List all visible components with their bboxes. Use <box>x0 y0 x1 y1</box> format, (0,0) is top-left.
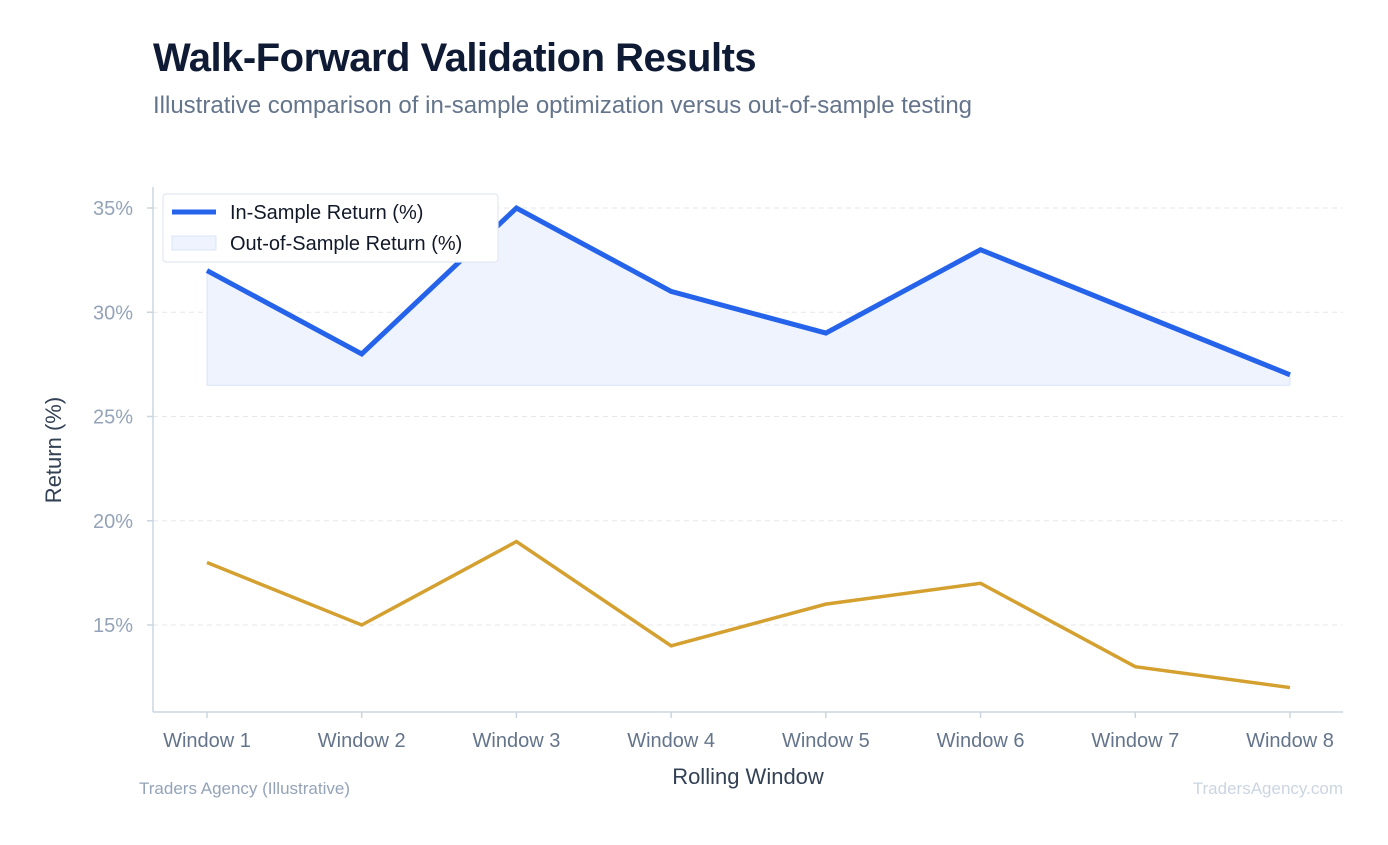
y-tick-label: 35% <box>93 198 133 220</box>
x-axis-label: Rolling Window <box>672 764 824 789</box>
y-tick-label: 30% <box>93 302 133 324</box>
legend-label-out-of-sample: Out-of-Sample Return (%) <box>230 233 462 255</box>
legend: In-Sample Return (%) Out-of-Sample Retur… <box>162 193 499 263</box>
legend-box <box>162 193 499 263</box>
x-tick-label: Window 8 <box>1246 730 1334 752</box>
legend-swatch-out-of-sample <box>171 235 217 251</box>
x-tick-label: Window 5 <box>782 730 870 752</box>
x-tick-label: Window 1 <box>163 730 251 752</box>
grid-lines <box>153 207 1343 626</box>
x-tick-label: Window 6 <box>937 730 1025 752</box>
legend-label-in-sample: In-Sample Return (%) <box>230 202 423 224</box>
y-tick-label: 20% <box>93 511 133 533</box>
y-tick-label: 25% <box>93 407 133 429</box>
footer-brand: TradersAgency.com <box>1192 779 1343 798</box>
series-lines <box>205 204 1291 690</box>
tick-labels: 15% 20% 25% 30% 35% Window 1 Window 2 Window 3 W… <box>93 198 1334 752</box>
y-axis-label: Return (%) <box>41 397 66 503</box>
x-tick-label: Window 3 <box>473 730 561 752</box>
footer-source: Traders Agency (Illustrative) <box>139 779 350 798</box>
out-of-sample-line <box>206 539 1291 690</box>
chart-subtitle: Illustrative comparison of in-sample opt… <box>153 92 973 119</box>
y-tick-label: 15% <box>93 615 133 637</box>
x-tick-label: Window 2 <box>318 730 406 752</box>
chart-title: Walk-Forward Validation Results <box>153 36 757 80</box>
x-tick-label: Window 4 <box>627 730 715 752</box>
in-sample-line <box>205 204 1291 378</box>
x-tick-label: Window 7 <box>1091 730 1179 752</box>
axes <box>147 187 1343 718</box>
